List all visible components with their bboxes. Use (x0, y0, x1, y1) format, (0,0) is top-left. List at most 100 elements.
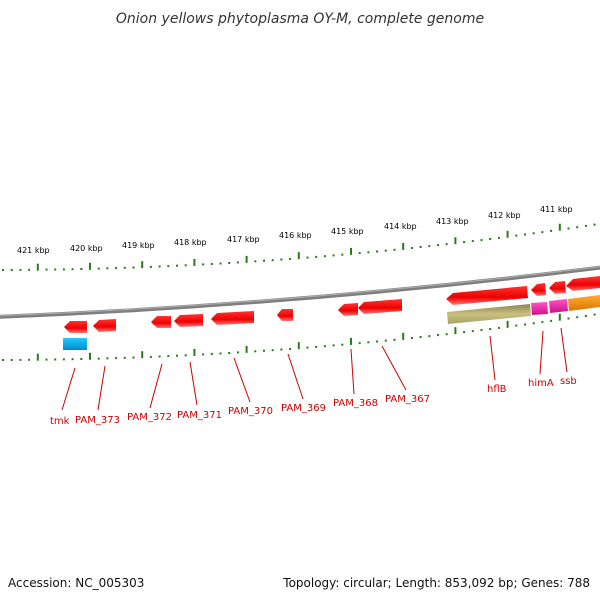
upper-tick-minor-54 (471, 240, 474, 243)
upper-tick-minor-5 (45, 268, 48, 271)
lower-tick-minor-18 (158, 355, 161, 358)
lower-tick-minor-55 (480, 329, 483, 332)
ruler-label-421: 421 kbp (17, 246, 50, 255)
upper-tick-minor-9 (80, 268, 83, 270)
upper-tick-minor-39 (341, 253, 344, 256)
lower-tick-minor-53 (463, 331, 466, 334)
lower-tick-minor-44 (384, 339, 387, 342)
upper-tick-minor-47 (410, 247, 413, 249)
lower-tick-minor-50 (437, 334, 439, 337)
upper-tick-major-34 (297, 252, 300, 260)
lower-tick-minor-1 (10, 359, 13, 361)
gene-label-hima: himA (528, 378, 554, 389)
accession-text: Accession: NC_005303 (8, 576, 145, 590)
gene-pam368-arrow (338, 303, 358, 316)
lower-tick-minor-11 (97, 357, 100, 360)
upper-tick-minor-38 (332, 254, 335, 257)
ruler-label-420: 420 kbp (70, 244, 103, 253)
upper-tick-minor-19 (167, 265, 170, 268)
upper-tick-major-46 (402, 242, 405, 250)
label-leaders (61, 327, 568, 411)
upper-tick-minor-1 (10, 269, 13, 271)
lower-tick-major-64 (558, 313, 561, 321)
ruler-label-415: 415 kbp (331, 227, 364, 236)
lower-tick-minor-47 (410, 337, 413, 339)
leader-pam368 (350, 348, 355, 395)
upper-tick-minor-6 (54, 268, 57, 271)
map-title: Onion yellows phytoplasma OY-M, complete… (116, 11, 484, 27)
lower-tick-minor-24 (210, 353, 213, 355)
lower-tick-major-34 (297, 342, 300, 350)
ruler-label-411: 411 kbp (540, 205, 573, 214)
upper-tick-major-28 (245, 255, 248, 263)
lower-tick-minor-3 (28, 358, 31, 361)
ruler-label-419: 419 kbp (122, 241, 155, 250)
lower-tick-minor-13 (115, 357, 118, 360)
lower-tick-minor-41 (358, 342, 361, 345)
upper-tick-minor-29 (254, 260, 257, 263)
ruler-label-414: 414 kbp (384, 222, 417, 231)
upper-tick-minor-68 (593, 223, 596, 226)
lower-tick-minor-14 (123, 356, 126, 359)
gene-label-pam370: PAM_370 (228, 406, 273, 417)
ruler-label-416: 416 kbp (279, 231, 312, 240)
lower-tick-minor-6 (54, 358, 57, 361)
lower-tick-minor-32 (280, 348, 283, 351)
upper-tick-minor-20 (176, 264, 178, 267)
gene-features (63, 276, 600, 350)
lower-tick-minor-35 (306, 346, 309, 349)
upper-tick-minor-62 (541, 231, 544, 234)
lower-tick-minor-21 (184, 354, 187, 357)
upper-tick-major-22 (193, 258, 196, 266)
gene-pam370-arrow (211, 311, 254, 325)
upper-tick-minor-59 (515, 234, 518, 237)
genome-backbone (0, 265, 600, 319)
lower-tick-major-4 (36, 353, 39, 361)
gene-label-hflb: hflB (487, 384, 507, 395)
lower-tick-minor-39 (341, 343, 344, 346)
upper-tick-minor-31 (271, 259, 274, 262)
lower-tick-minor-19 (167, 355, 170, 358)
upper-tick-minor-23 (202, 263, 205, 266)
lower-tick-minor-49 (428, 335, 431, 338)
upper-tick-minor-3 (28, 268, 31, 271)
upper-tick-major-10 (89, 262, 91, 270)
lower-tick-minor-2 (19, 358, 22, 361)
gene-label-pam371: PAM_371 (177, 410, 222, 421)
upper-tick-minor-55 (480, 239, 483, 242)
lower-tick-minor-66 (576, 316, 579, 319)
lower-tick-minor-48 (419, 336, 422, 338)
gene-ssb-box (549, 299, 568, 313)
leader-hima (539, 330, 544, 375)
upper-tick-minor-45 (393, 248, 396, 251)
lower-tick-major-28 (245, 345, 248, 353)
ruler-label-417: 417 kbp (227, 235, 260, 244)
lower-tick-minor-63 (550, 319, 553, 322)
upper-tick-minor-35 (306, 256, 309, 259)
upper-tick-minor-32 (280, 258, 283, 261)
lower-tick-minor-56 (489, 328, 492, 330)
lower-tick-major-46 (402, 332, 405, 340)
upper-tick-minor-2 (19, 268, 22, 271)
lower-tick-major-52 (454, 327, 457, 335)
lower-tick-minor-0 (2, 359, 4, 361)
lower-tick-minor-31 (271, 349, 274, 352)
leader-pam373 (97, 365, 106, 411)
lower-tick-major-10 (89, 352, 91, 360)
upper-tick-minor-25 (219, 262, 222, 265)
gene-pam372-arrow (151, 316, 171, 328)
upper-tick-minor-49 (428, 245, 431, 248)
gene-label-ssb: ssb (560, 376, 577, 387)
upper-tick-minor-44 (384, 249, 387, 252)
lower-tick-major-16 (141, 351, 144, 359)
lower-tick-minor-27 (236, 351, 239, 354)
upper-tick-minor-12 (106, 267, 109, 270)
upper-tick-minor-63 (550, 229, 553, 232)
upper-tick-major-4 (36, 263, 39, 271)
upper-tick-minor-37 (323, 255, 326, 258)
gene-tmk-arrow (64, 321, 87, 333)
upper-tick-minor-17 (149, 265, 152, 268)
upper-tick-minor-51 (445, 243, 448, 246)
lower-tick-minor-38 (332, 344, 335, 347)
